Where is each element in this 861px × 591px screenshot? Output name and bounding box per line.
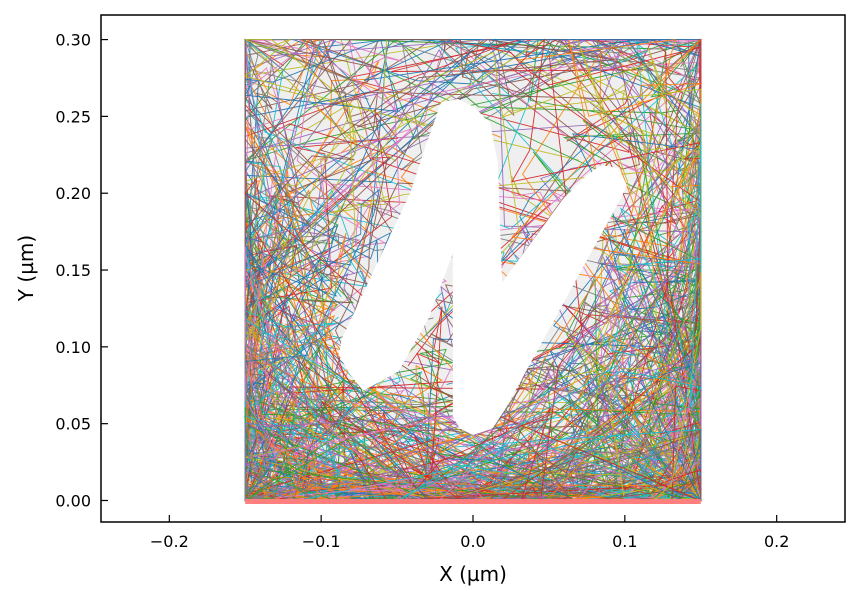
trajectory-line: [244, 39, 426, 370]
x-tick-label: 0.1: [612, 532, 637, 551]
trajectory-line: [335, 39, 702, 502]
trajectory-line: [244, 126, 362, 460]
x-tick-label: 0.0: [460, 532, 485, 551]
trajectory-line: [244, 379, 386, 502]
trajectory-line: [244, 39, 570, 307]
trajectory-line: [301, 202, 702, 501]
x-tick-label: −0.1: [302, 532, 341, 551]
y-axis-label: Y (µm): [14, 235, 38, 302]
y-axis: 0.00 0.05 0.10 0.15 0.20 0.25 0.30: [55, 31, 108, 510]
trajectory-line: [244, 234, 339, 501]
x-tick-label: −0.2: [150, 532, 189, 551]
x-tick-label: 0.2: [764, 532, 789, 551]
trajectory-line: [244, 263, 702, 501]
trajectory-line: [601, 82, 702, 391]
trajectory-line: [244, 38, 702, 501]
trajectory-line: [244, 246, 549, 502]
y-tick-label: 0.05: [55, 415, 91, 434]
y-tick-label: 0.30: [55, 31, 91, 50]
trajectory-line: [244, 56, 702, 502]
x-axis-label: X (µm): [439, 562, 507, 586]
y-tick-label: 0.20: [55, 184, 91, 203]
excluded-shape: [338, 99, 627, 435]
y-tick-label: 0.00: [55, 491, 91, 510]
y-tick-label: 0.10: [55, 338, 91, 357]
x-axis: −0.2 −0.1 0.0 0.1 0.2: [150, 515, 789, 551]
y-tick-label: 0.25: [55, 107, 91, 126]
plot-area: [243, 38, 703, 504]
y-tick-label: 0.15: [55, 261, 91, 280]
